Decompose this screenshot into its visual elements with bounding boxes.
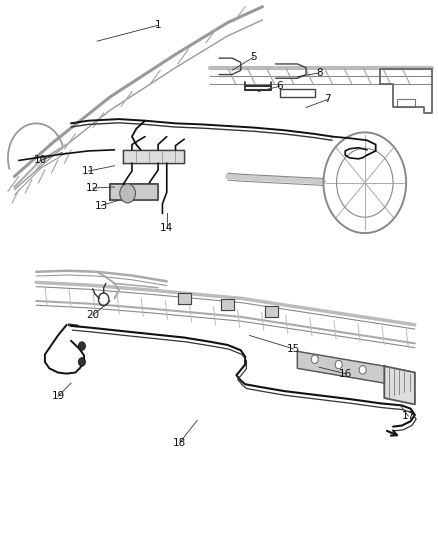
Polygon shape (297, 351, 385, 383)
Text: 16: 16 (339, 369, 352, 378)
Circle shape (120, 184, 135, 203)
Polygon shape (123, 150, 184, 163)
Circle shape (78, 358, 85, 366)
Text: 14: 14 (160, 223, 173, 233)
Text: 11: 11 (82, 166, 95, 176)
Text: 10: 10 (34, 156, 47, 165)
Text: 17: 17 (402, 411, 415, 421)
Text: 18: 18 (173, 438, 187, 448)
Text: 1: 1 (155, 20, 161, 30)
Circle shape (359, 366, 366, 374)
Text: 5: 5 (251, 52, 257, 62)
Circle shape (311, 355, 318, 364)
Text: 7: 7 (325, 94, 331, 104)
Polygon shape (110, 184, 158, 200)
Polygon shape (385, 366, 415, 405)
Polygon shape (221, 300, 234, 310)
Text: 12: 12 (86, 183, 99, 193)
Text: 6: 6 (277, 81, 283, 91)
Polygon shape (178, 293, 191, 304)
Circle shape (335, 360, 342, 369)
Text: 20: 20 (86, 310, 99, 320)
Text: 15: 15 (286, 344, 300, 354)
Polygon shape (265, 306, 278, 317)
Text: 19: 19 (51, 391, 64, 401)
Text: 13: 13 (95, 200, 108, 211)
Circle shape (78, 342, 85, 350)
Text: 8: 8 (316, 68, 322, 78)
